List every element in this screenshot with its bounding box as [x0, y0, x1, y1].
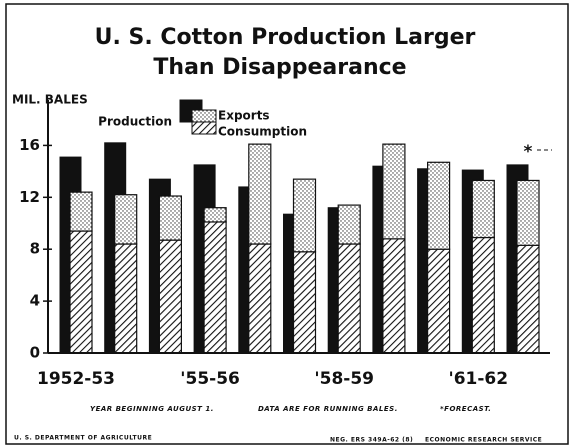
footnote: *FORECAST.: [440, 405, 491, 413]
bar-segment: [516, 244, 540, 354]
legend-label: Consumption: [218, 125, 307, 139]
bar-segment: [248, 143, 272, 245]
footnote: DATA ARE FOR RUNNING BALES.: [258, 405, 398, 413]
x-tick-label: '55-56: [180, 369, 240, 389]
bar-segment: [471, 236, 495, 354]
y-axis-label: MIL. BALES: [12, 93, 88, 107]
legend-label: Exports: [218, 109, 270, 123]
x-tick-label: '61-62: [449, 369, 509, 389]
bar-segment: [337, 243, 361, 354]
legend-swatch: [191, 121, 217, 135]
x-tick-label: '58-59: [314, 369, 374, 389]
bar-segment: [292, 178, 317, 253]
bar-segment: [158, 195, 182, 241]
bar-segment: [337, 204, 361, 245]
chart-title: U. S. Cotton Production Larger: [95, 25, 476, 50]
y-tick-label: 4: [30, 292, 40, 310]
legend-label: Production: [98, 115, 172, 129]
credit: ECONOMIC RESEARCH SERVICE: [425, 437, 542, 444]
bar-segment: [382, 238, 406, 354]
bar-segment: [427, 248, 451, 354]
bar-segment: [516, 179, 540, 246]
bar-segment: [248, 243, 272, 354]
bar-segment: [203, 221, 227, 354]
bar-segment: [471, 179, 495, 239]
bar-segment: [292, 251, 317, 354]
bar-segment: [427, 161, 451, 250]
legend-swatch: [191, 109, 217, 123]
frame: [5, 3, 569, 445]
y-tick-label: 12: [19, 188, 40, 206]
footnote: YEAR BEGINNING AUGUST 1.: [90, 405, 214, 413]
bar-segment: [158, 239, 182, 354]
bar-segment: [69, 230, 93, 354]
chart-title: Than Disappearance: [153, 55, 406, 80]
y-tick-label: 8: [30, 240, 40, 258]
bar-segment: [203, 207, 227, 223]
bar-segment: [114, 243, 138, 354]
x-tick-label: 1952-53: [37, 369, 115, 389]
bar-segment: [114, 194, 138, 245]
bar-segment: [382, 143, 406, 240]
annotation: *: [524, 142, 533, 162]
credit: NEG. ERS 349A-62 (8): [330, 437, 413, 444]
y-tick-label: 0: [30, 344, 40, 362]
y-tick-label: 16: [19, 136, 40, 154]
bar-segment: [69, 191, 93, 232]
credit: U. S. DEPARTMENT OF AGRICULTURE: [14, 435, 152, 442]
